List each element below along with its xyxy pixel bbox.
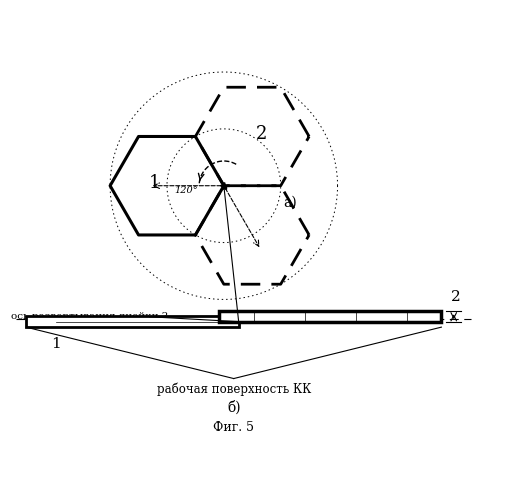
- Polygon shape: [219, 312, 442, 322]
- Text: рабочая поверхность КК: рабочая поверхность КК: [157, 382, 311, 396]
- Text: а): а): [283, 196, 297, 210]
- Polygon shape: [26, 316, 239, 327]
- Text: ось развертывания ячейки 2: ось развертывания ячейки 2: [11, 312, 169, 322]
- Text: 1: 1: [149, 174, 160, 192]
- Text: 1: 1: [51, 337, 61, 351]
- Text: б): б): [227, 401, 240, 415]
- Text: 2: 2: [256, 125, 267, 143]
- Text: Фиг. 5: Фиг. 5: [213, 420, 254, 434]
- Text: 120°: 120°: [174, 186, 198, 195]
- Text: 2: 2: [451, 290, 461, 304]
